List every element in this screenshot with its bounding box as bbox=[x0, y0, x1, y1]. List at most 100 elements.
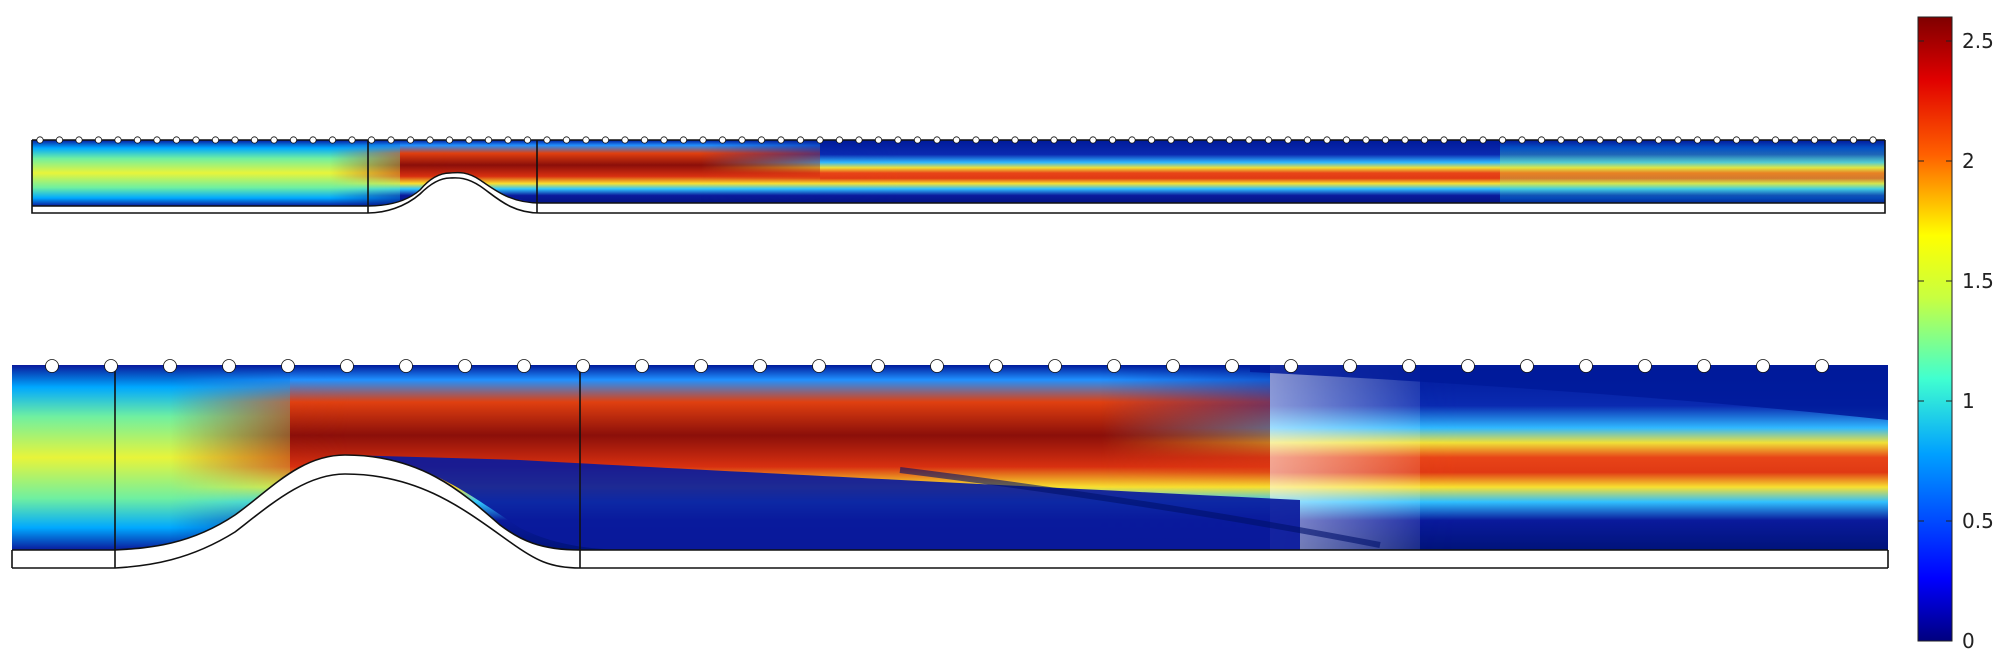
wall-hole bbox=[933, 136, 941, 144]
wall-hole bbox=[816, 136, 824, 144]
wall-hole bbox=[309, 136, 317, 144]
wall-hole bbox=[281, 359, 295, 373]
wall-hole bbox=[718, 136, 727, 144]
colorbar-ticks: 0 0.5 1 1.5 2 2.5 bbox=[1918, 29, 1994, 653]
wall-hole bbox=[1381, 136, 1390, 144]
wall-hole bbox=[133, 136, 142, 144]
colorbar-tick-label: 0 bbox=[1962, 629, 1975, 653]
wall-hole bbox=[757, 136, 766, 144]
wall-hole bbox=[406, 136, 415, 144]
wall-hole bbox=[660, 136, 668, 144]
wall-hole bbox=[812, 359, 826, 373]
wall-hole bbox=[1342, 136, 1351, 144]
wall-hole bbox=[991, 136, 1000, 144]
wall-hole bbox=[163, 359, 177, 373]
wall-hole bbox=[1693, 136, 1702, 144]
wall-hole bbox=[1815, 359, 1829, 373]
wall-hole bbox=[104, 359, 118, 373]
wall-hole bbox=[1284, 359, 1298, 373]
wall-hole bbox=[1147, 136, 1156, 144]
wall-hole bbox=[55, 136, 64, 144]
wall-hole bbox=[562, 136, 571, 144]
wall-hole bbox=[679, 136, 688, 144]
wall-hole bbox=[582, 136, 590, 144]
wall-hole bbox=[504, 136, 512, 144]
colorbar: 0 0.5 1 1.5 2 2.5 bbox=[1917, 16, 1994, 653]
wall-hole bbox=[1166, 359, 1180, 373]
wall-hole bbox=[1579, 359, 1593, 373]
wall-hole bbox=[699, 136, 707, 144]
wall-hole bbox=[172, 136, 181, 144]
colorbar-tick-label: 0.5 bbox=[1962, 509, 1994, 533]
wall-hole bbox=[989, 359, 1003, 373]
wall-hole bbox=[543, 136, 551, 144]
wall-hole bbox=[835, 136, 844, 144]
wall-hole bbox=[1756, 359, 1770, 373]
wall-hole bbox=[855, 136, 863, 144]
wall-hole bbox=[1343, 359, 1357, 373]
closeup-velocity-field bbox=[12, 365, 1888, 550]
wall-hole bbox=[523, 136, 532, 144]
wall-hole bbox=[601, 136, 610, 144]
wall-hole bbox=[796, 136, 805, 144]
wall-hole bbox=[635, 359, 649, 373]
wall-hole bbox=[1830, 136, 1838, 144]
wall-hole bbox=[1284, 136, 1292, 144]
wall-hole bbox=[387, 136, 395, 144]
wall-hole bbox=[211, 136, 220, 144]
wall-hole bbox=[367, 136, 376, 144]
wall-hole bbox=[1050, 136, 1058, 144]
wall-hole bbox=[738, 136, 746, 144]
wall-hole bbox=[694, 359, 708, 373]
wall-hole bbox=[328, 136, 337, 144]
wall-hole bbox=[1791, 136, 1799, 144]
wall-hole bbox=[1498, 136, 1507, 144]
wall-hole bbox=[1402, 359, 1416, 373]
wall-hole bbox=[1615, 136, 1624, 144]
wall-hole bbox=[930, 359, 944, 373]
colorbar-tick-label: 2.5 bbox=[1962, 29, 1994, 53]
wall-hole bbox=[270, 136, 278, 144]
wall-hole bbox=[1107, 359, 1121, 373]
wall-hole bbox=[445, 136, 454, 144]
wall-hole bbox=[1245, 136, 1253, 144]
wall-hole bbox=[153, 136, 161, 144]
wall-hole bbox=[952, 136, 961, 144]
wall-hole bbox=[1520, 359, 1534, 373]
wall-hole bbox=[458, 359, 472, 373]
wall-hole bbox=[1557, 136, 1565, 144]
wall-hole bbox=[426, 136, 434, 144]
wall-hole bbox=[1225, 359, 1239, 373]
wall-hole bbox=[231, 136, 239, 144]
colorbar-tick-label: 1.5 bbox=[1962, 269, 1994, 293]
wall-hole bbox=[1518, 136, 1526, 144]
wall-hole bbox=[222, 359, 236, 373]
wall-hole bbox=[1596, 136, 1604, 144]
wall-hole bbox=[1225, 136, 1234, 144]
closeup-wall-outline bbox=[12, 454, 1888, 551]
wall-hole bbox=[45, 359, 59, 373]
wall-hole bbox=[1638, 359, 1652, 373]
overview-wall-holes bbox=[36, 136, 1877, 144]
wall-hole bbox=[1108, 136, 1117, 144]
wall-hole bbox=[1069, 136, 1078, 144]
wall-hole bbox=[1771, 136, 1780, 144]
wall-hole bbox=[340, 359, 354, 373]
wall-hole bbox=[1849, 136, 1858, 144]
wall-hole bbox=[777, 136, 785, 144]
wall-hole bbox=[913, 136, 922, 144]
wall-hole bbox=[94, 136, 103, 144]
wall-hole bbox=[1576, 136, 1585, 144]
wall-hole bbox=[517, 359, 531, 373]
wall-hole bbox=[1186, 136, 1195, 144]
wall-hole bbox=[1362, 136, 1370, 144]
wall-hole bbox=[1030, 136, 1039, 144]
wall-hole bbox=[1048, 359, 1062, 373]
wall-hole bbox=[1089, 136, 1097, 144]
wall-hole bbox=[192, 136, 200, 144]
wall-hole bbox=[753, 359, 767, 373]
colorbar-tick-label: 2 bbox=[1962, 149, 1975, 173]
wall-hole bbox=[1537, 136, 1546, 144]
colorbar-tick-label: 1 bbox=[1962, 389, 1975, 413]
